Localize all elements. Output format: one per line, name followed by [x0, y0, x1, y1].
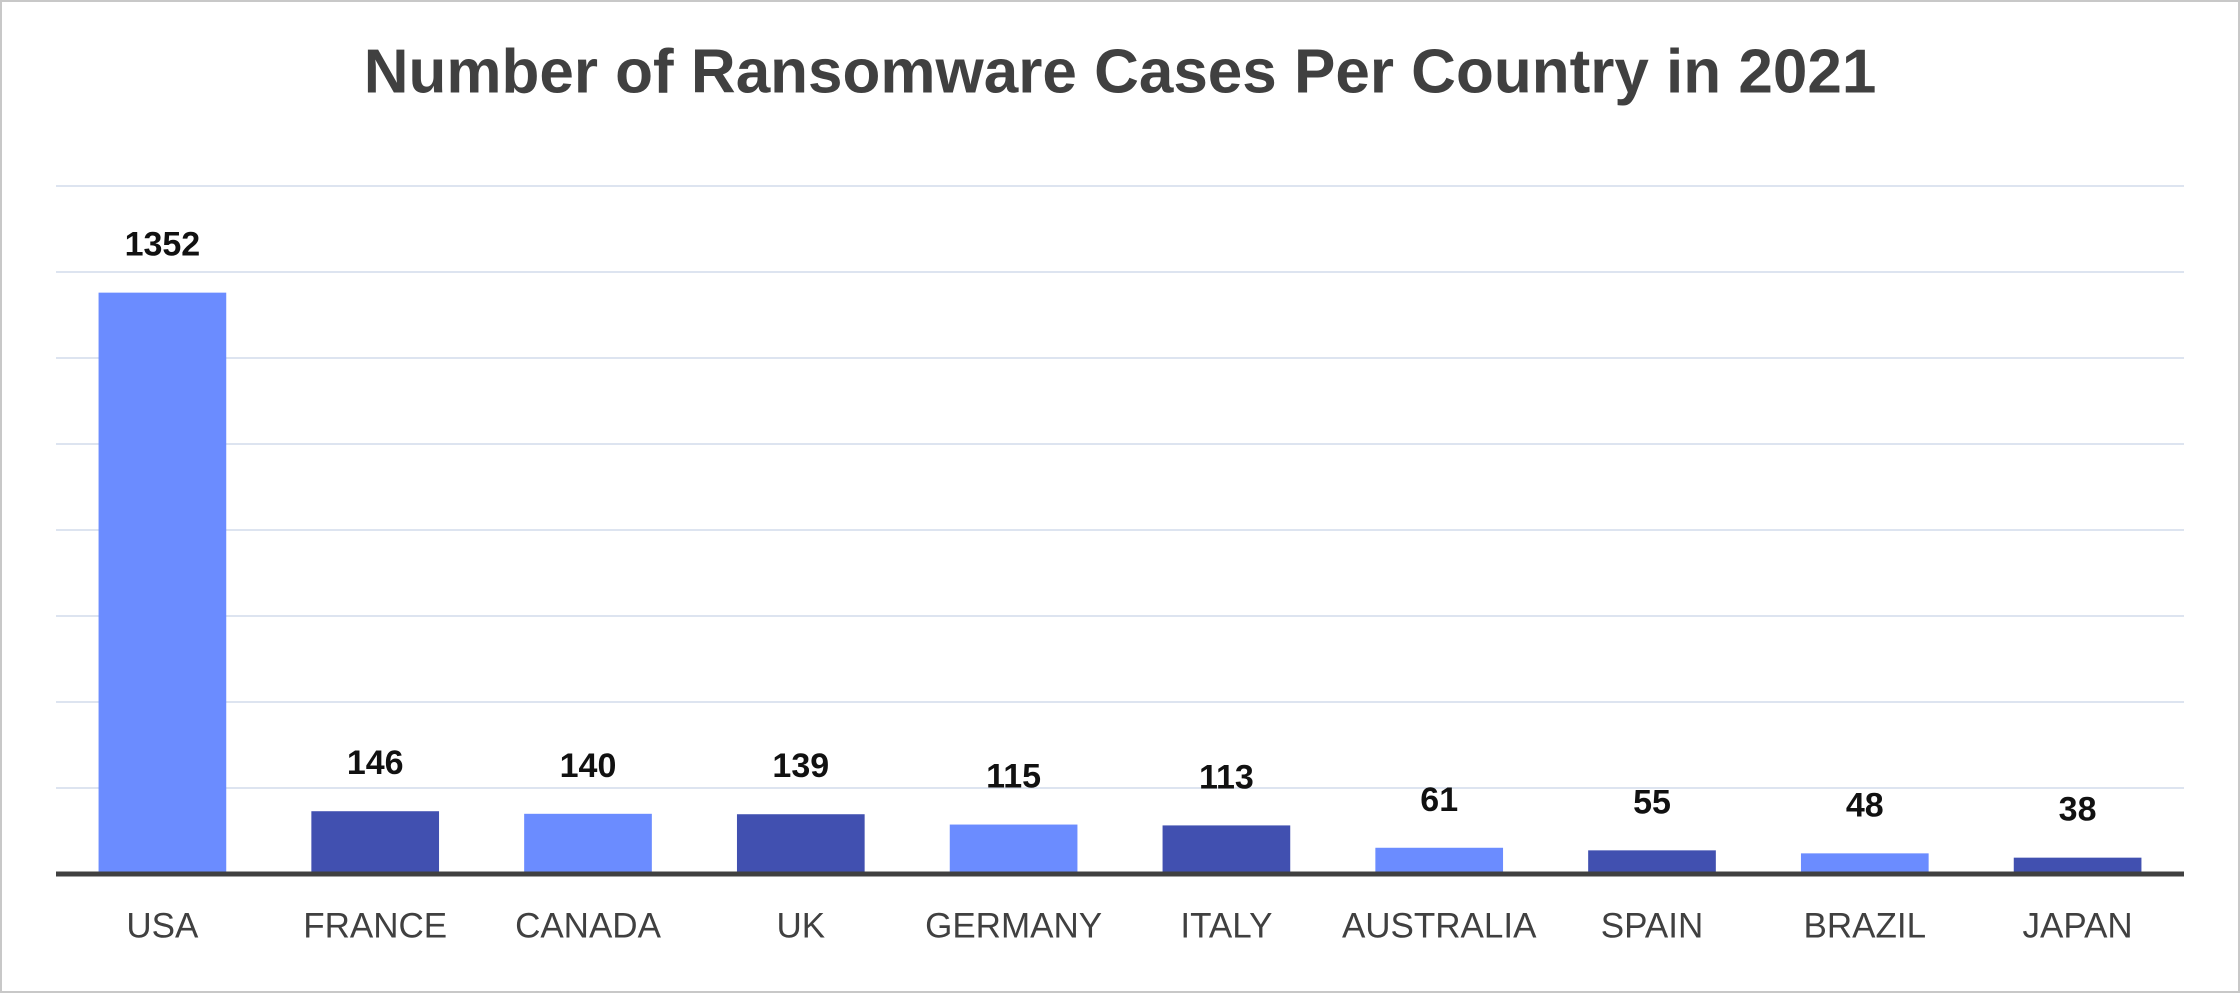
- bar: [736, 814, 865, 874]
- value-label: 139: [772, 747, 829, 785]
- x-tick-label: SPAIN: [1601, 906, 1703, 945]
- bar: [1375, 847, 1504, 874]
- value-label: 55: [1633, 783, 1671, 821]
- bar: [1588, 850, 1716, 874]
- value-label: 1352: [125, 226, 201, 264]
- value-label: 115: [986, 758, 1041, 796]
- value-label: 38: [2059, 791, 2097, 829]
- x-tick-label: JAPAN: [2022, 906, 2132, 945]
- bar: [524, 813, 652, 874]
- x-tick-label: USA: [126, 906, 199, 945]
- x-tick-label: BRAZIL: [1804, 906, 1927, 945]
- bar: [311, 811, 440, 874]
- x-tick-label: FRANCE: [303, 906, 447, 945]
- x-tick-label: CANADA: [515, 906, 662, 945]
- value-label: 48: [1846, 786, 1884, 824]
- x-tick-label: AUSTRALIA: [1342, 906, 1537, 945]
- x-tick-label: ITALY: [1180, 906, 1272, 945]
- x-tick-label: UK: [776, 906, 825, 945]
- value-label: 113: [1199, 758, 1254, 796]
- value-label: 140: [560, 747, 617, 785]
- bar: [1162, 825, 1291, 874]
- x-tick-label: GERMANY: [925, 906, 1102, 945]
- bar: [949, 824, 1078, 874]
- value-label: 61: [1420, 781, 1458, 819]
- chart-title: Number of Ransomware Cases Per Country i…: [364, 37, 1877, 106]
- bar: [98, 292, 227, 874]
- value-label: 146: [347, 744, 404, 782]
- bar: [2013, 857, 2142, 874]
- bar: [1800, 853, 1929, 874]
